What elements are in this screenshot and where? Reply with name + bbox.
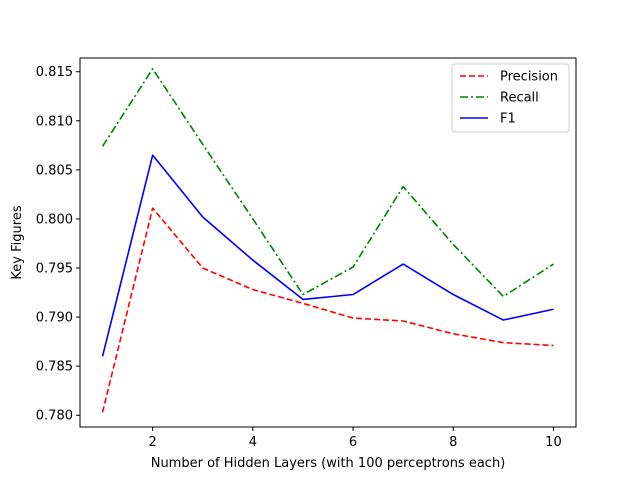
legend-box (451, 63, 570, 133)
legend-label-recall: Recall (500, 91, 539, 106)
x-axis: 2 4 6 8 10 (149, 427, 562, 450)
series-line-recall (101, 68, 554, 298)
legend-label-precision: Precision (500, 70, 558, 85)
y-tick-label: 0.805 (36, 163, 73, 178)
y-tick-label: 0.790 (36, 311, 73, 326)
y-tick-label: 0.780 (36, 409, 73, 424)
y-axis-label: Key Figures (10, 205, 25, 279)
legend-label-f1: F1 (500, 112, 516, 127)
y-tick-label: 0.795 (36, 262, 73, 277)
y-axis: 0.780 0.785 0.790 0.795 0.800 0.805 0.810 0.815 (36, 65, 80, 424)
x-tick-label: 2 (149, 435, 157, 450)
x-tick-label: 4 (249, 435, 257, 450)
x-tick-label: 6 (349, 435, 357, 450)
legend: Precision Recall F1 (451, 63, 570, 133)
y-tick-label: 0.800 (36, 212, 73, 227)
y-tick-label: 0.810 (36, 114, 73, 129)
x-tick-label: 10 (545, 435, 562, 450)
plot-frame (79, 57, 577, 428)
y-tick-label: 0.785 (36, 360, 73, 375)
y-tick-label: 0.815 (36, 65, 73, 80)
x-axis-label: Number of Hidden Layers (with 100 percep… (151, 456, 506, 471)
series-layer (101, 68, 554, 413)
series-line-f1 (101, 154, 554, 357)
x-tick-label: 8 (449, 435, 457, 450)
